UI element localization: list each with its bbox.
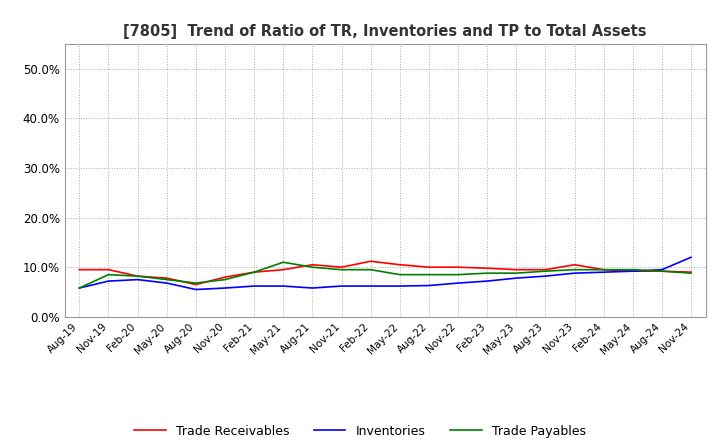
- Trade Payables: [104, 272, 113, 277]
- Inventories: [104, 279, 113, 284]
- Inventories: [308, 286, 317, 291]
- Inventories: [279, 283, 287, 289]
- Trade Payables: [163, 277, 171, 282]
- Inventories: [541, 274, 550, 279]
- Line: Inventories: Inventories: [79, 257, 691, 290]
- Inventories: [192, 287, 200, 292]
- Inventories: [220, 286, 229, 291]
- Trade Receivables: [366, 259, 375, 264]
- Trade Receivables: [629, 268, 637, 274]
- Inventories: [599, 270, 608, 275]
- Trade Payables: [133, 274, 142, 279]
- Inventories: [163, 280, 171, 286]
- Trade Payables: [483, 271, 492, 276]
- Trade Payables: [192, 280, 200, 286]
- Trade Receivables: [687, 270, 696, 275]
- Trade Receivables: [192, 282, 200, 287]
- Trade Payables: [599, 267, 608, 272]
- Inventories: [250, 283, 258, 289]
- Trade Payables: [337, 267, 346, 272]
- Inventories: [512, 275, 521, 281]
- Trade Payables: [454, 272, 462, 277]
- Inventories: [337, 283, 346, 289]
- Inventories: [425, 283, 433, 288]
- Trade Payables: [395, 272, 404, 277]
- Trade Payables: [657, 268, 666, 274]
- Trade Receivables: [133, 274, 142, 279]
- Trade Payables: [425, 272, 433, 277]
- Inventories: [629, 268, 637, 274]
- Legend: Trade Receivables, Inventories, Trade Payables: Trade Receivables, Inventories, Trade Pa…: [130, 420, 590, 440]
- Trade Payables: [541, 268, 550, 274]
- Trade Payables: [570, 267, 579, 272]
- Trade Payables: [250, 270, 258, 275]
- Title: [7805]  Trend of Ratio of TR, Inventories and TP to Total Assets: [7805] Trend of Ratio of TR, Inventories…: [123, 24, 647, 39]
- Inventories: [366, 283, 375, 289]
- Trade Payables: [75, 286, 84, 291]
- Inventories: [483, 279, 492, 284]
- Trade Payables: [308, 264, 317, 270]
- Trade Receivables: [279, 267, 287, 272]
- Trade Receivables: [454, 264, 462, 270]
- Trade Receivables: [163, 275, 171, 281]
- Trade Payables: [629, 267, 637, 272]
- Line: Trade Payables: Trade Payables: [79, 262, 691, 288]
- Trade Payables: [279, 260, 287, 265]
- Trade Receivables: [599, 267, 608, 272]
- Trade Payables: [220, 277, 229, 282]
- Inventories: [75, 286, 84, 291]
- Trade Payables: [366, 267, 375, 272]
- Trade Payables: [687, 271, 696, 276]
- Trade Receivables: [483, 266, 492, 271]
- Trade Receivables: [104, 267, 113, 272]
- Trade Receivables: [512, 267, 521, 272]
- Inventories: [395, 283, 404, 289]
- Inventories: [687, 255, 696, 260]
- Trade Receivables: [657, 268, 666, 274]
- Inventories: [657, 267, 666, 272]
- Line: Trade Receivables: Trade Receivables: [79, 261, 691, 285]
- Trade Receivables: [308, 262, 317, 268]
- Inventories: [570, 271, 579, 276]
- Inventories: [454, 280, 462, 286]
- Trade Payables: [512, 271, 521, 276]
- Trade Receivables: [250, 270, 258, 275]
- Trade Receivables: [395, 262, 404, 268]
- Trade Receivables: [75, 267, 84, 272]
- Trade Receivables: [220, 275, 229, 280]
- Trade Receivables: [541, 267, 550, 272]
- Trade Receivables: [570, 262, 579, 268]
- Trade Receivables: [337, 264, 346, 270]
- Trade Receivables: [425, 264, 433, 270]
- Inventories: [133, 277, 142, 282]
